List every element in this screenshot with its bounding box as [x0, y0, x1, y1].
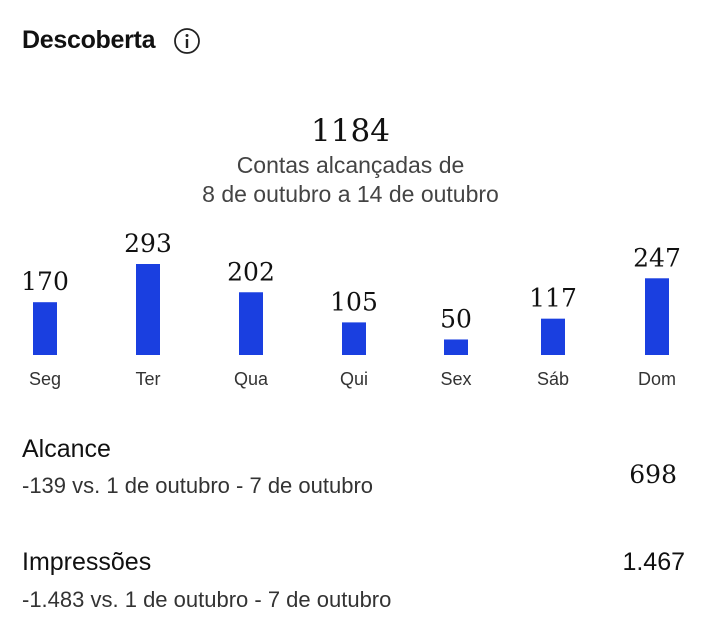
accounts-reached-caption: Contas alcançadas de 8 de outubro a 14 d… [0, 151, 701, 209]
day-label: Qua [234, 369, 269, 389]
bar-sáb [541, 318, 565, 355]
bar-value-label: 170 [21, 267, 69, 296]
day-label: Sáb [537, 369, 569, 389]
bar-value-label: 105 [330, 287, 378, 316]
bar-ter [136, 264, 160, 355]
bar-sex [444, 339, 468, 355]
bar-value-label: 202 [227, 257, 275, 286]
impressoes-value: 1.467 [622, 548, 685, 576]
bar-value-label: 293 [124, 229, 172, 258]
impressoes-comparison: -1.483 vs. 1 de outubro - 7 de outubro [22, 587, 392, 612]
bar-seg [33, 302, 57, 355]
caption-line-1: Contas alcançadas de [236, 152, 465, 178]
day-label: Seg [29, 369, 61, 389]
alcance-value: 698 [629, 460, 677, 489]
bar-dom [645, 278, 669, 355]
bar-value-label: 50 [440, 304, 472, 333]
bar-qua [239, 292, 263, 355]
accounts-reached-total: 1184 [311, 113, 390, 149]
impressoes-label: Impressões [22, 548, 152, 576]
info-icon[interactable] [173, 27, 201, 55]
bar-qui [342, 322, 366, 355]
day-label: Qui [340, 369, 368, 389]
section-header: Descoberta [22, 26, 201, 55]
daily-reach-bar-chart: 170 Seg 293 Ter 202 Qua 105 Qui 50 Sex 117 Sáb 247 Do… [21, 229, 681, 389]
bar-value-label: 247 [633, 243, 681, 272]
section-title: Descoberta [22, 26, 156, 54]
day-label: Dom [638, 369, 676, 389]
alcance-comparison: -139 vs. 1 de outubro - 7 de outubro [22, 473, 374, 498]
day-label: Sex [440, 369, 471, 389]
caption-line-2: 8 de outubro a 14 de outubro [202, 181, 499, 207]
day-label: Ter [135, 369, 160, 389]
alcance-label: Alcance [22, 435, 111, 463]
bar-value-label: 117 [529, 284, 577, 313]
